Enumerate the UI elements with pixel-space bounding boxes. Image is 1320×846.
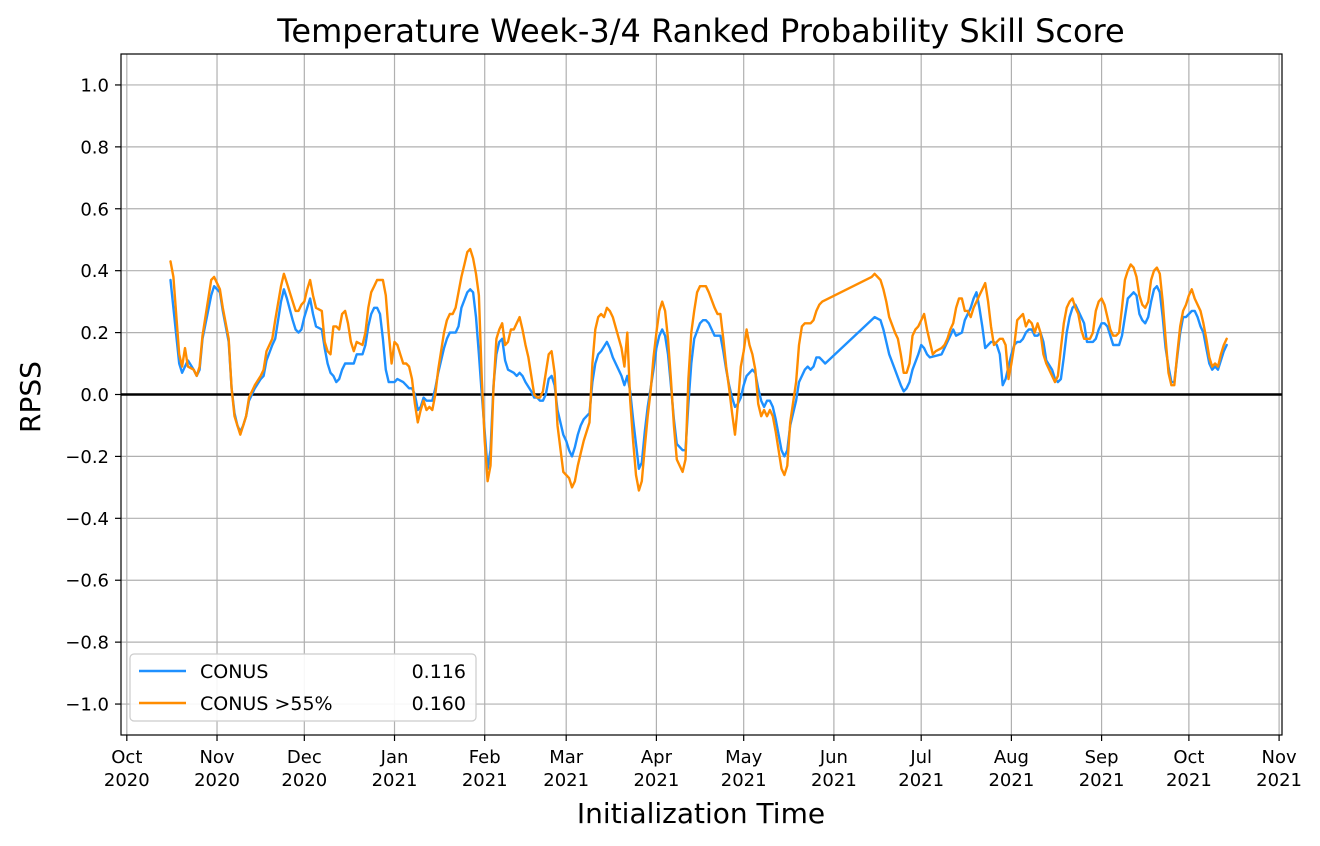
x-tick-label: Jan	[380, 747, 409, 768]
x-tick-year-label: 2021	[543, 770, 589, 791]
x-tick-year-label: 2021	[1256, 770, 1302, 791]
y-tick-label: 0.4	[80, 261, 109, 282]
x-tick-label: Oct	[111, 747, 142, 768]
x-tick-year-label: 2020	[194, 770, 240, 791]
x-tick-year-label: 2021	[811, 770, 857, 791]
x-tick-label: Aug	[994, 747, 1029, 768]
series-line-conus	[169, 278, 1228, 470]
x-tick-label: Jun	[819, 747, 848, 768]
x-tick-label: Nov	[199, 747, 234, 768]
x-tick-year-label: 2021	[1166, 770, 1212, 791]
x-tick-label: Feb	[469, 747, 501, 768]
legend-value-conus: 0.116	[412, 661, 466, 683]
x-tick-year-label: 2021	[372, 770, 418, 791]
x-tick-year-label: 2021	[1079, 770, 1125, 791]
y-tick-label: 0.0	[80, 385, 109, 406]
x-tick-label: Mar	[549, 747, 584, 768]
chart-title: Temperature Week-3/4 Ranked Probability …	[276, 12, 1124, 50]
y-tick-label: −0.4	[65, 509, 109, 530]
x-tick-year-label: 2021	[988, 770, 1034, 791]
y-tick-label: −0.2	[65, 447, 109, 468]
y-tick-label: −0.6	[65, 571, 109, 592]
x-tick-label: May	[725, 747, 763, 768]
series-layer	[169, 247, 1228, 492]
x-tick-label: Sep	[1085, 747, 1119, 768]
legend-label-conus-55: CONUS >55%	[200, 693, 333, 715]
legend-value-conus-55: 0.160	[412, 693, 466, 715]
x-tick-year-label: 2021	[462, 770, 508, 791]
y-axis-label: RPSS	[14, 361, 47, 433]
x-tick-label: Oct	[1173, 747, 1204, 768]
y-tick-label: −0.8	[65, 633, 109, 654]
x-tick-label: Jul	[909, 747, 932, 768]
x-tick-label: Dec	[287, 747, 322, 768]
x-axis-label: Initialization Time	[577, 797, 825, 830]
y-tick-label: 0.2	[80, 323, 109, 344]
x-tick-year-label: 2021	[721, 770, 767, 791]
y-tick-label: 0.8	[80, 137, 109, 158]
legend-box	[129, 653, 477, 722]
series-line-conus-55	[169, 247, 1228, 492]
y-axis-ticks: 1.0 0.8 0.6 0.4 0.2 0.0 −0.2 −0.4 −0.6 −0.8 −1.0	[65, 75, 121, 716]
x-tick-year-label: 2020	[104, 770, 150, 791]
x-tick-label: Apr	[641, 747, 673, 768]
y-tick-label: −1.0	[65, 695, 109, 716]
x-tick-label: Nov	[1262, 747, 1297, 768]
x-tick-year-label: 2021	[633, 770, 679, 791]
legend: CONUS 0.116 CONUS >55% 0.160	[129, 653, 477, 722]
x-tick-year-label: 2020	[281, 770, 327, 791]
y-tick-label: 1.0	[80, 75, 109, 96]
y-tick-label: 0.6	[80, 199, 109, 220]
legend-label-conus: CONUS	[200, 661, 268, 683]
x-axis-ticks: Oct2020Nov2020Dec2020Jan2021Feb2021Mar20…	[104, 735, 1302, 791]
x-tick-year-label: 2021	[898, 770, 944, 791]
